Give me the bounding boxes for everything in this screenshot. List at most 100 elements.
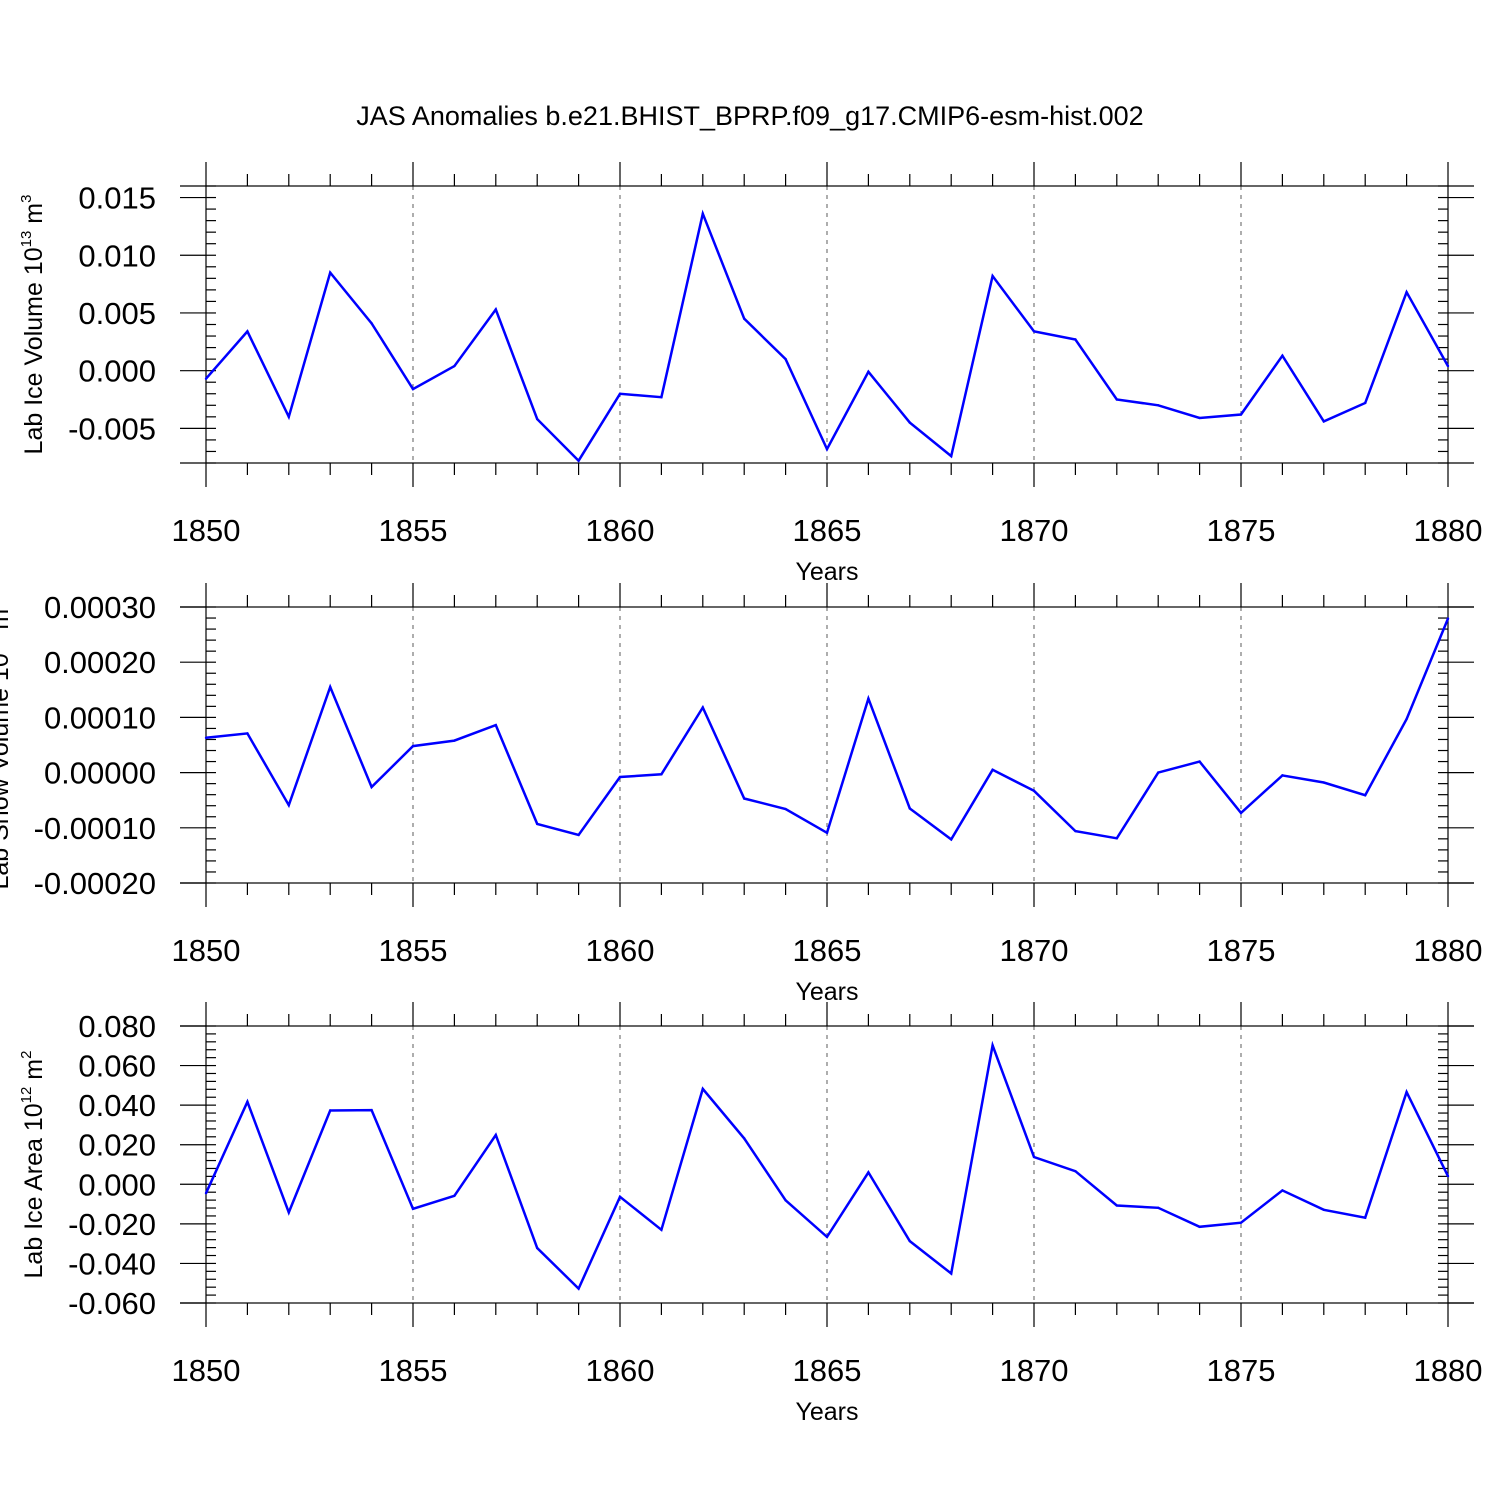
x-tick-label: 1860 bbox=[586, 513, 655, 548]
x-tick-label: 1865 bbox=[793, 933, 862, 968]
data-point bbox=[867, 370, 870, 374]
data-point bbox=[1239, 811, 1243, 815]
data-point bbox=[950, 838, 953, 841]
data-point bbox=[991, 1044, 994, 1047]
x-tick-label: 1850 bbox=[172, 1353, 241, 1388]
y-axis-label: Lab Ice Volume 1013 m3 bbox=[18, 195, 48, 455]
data-point bbox=[950, 1272, 953, 1275]
data-point bbox=[1239, 413, 1243, 416]
data-point bbox=[743, 797, 746, 800]
data-point bbox=[246, 1100, 249, 1103]
data-point bbox=[411, 1207, 415, 1211]
data-point bbox=[784, 807, 787, 811]
data-point bbox=[1115, 1204, 1119, 1207]
data-point bbox=[577, 459, 580, 462]
data-point bbox=[536, 417, 539, 421]
x-tick-label: 1870 bbox=[1000, 513, 1069, 548]
data-point bbox=[1446, 364, 1450, 368]
data-point bbox=[536, 1246, 539, 1250]
data-point bbox=[991, 768, 994, 772]
data-point bbox=[494, 308, 497, 311]
data-point bbox=[867, 1171, 870, 1174]
y-tick-label: 0.010 bbox=[78, 238, 156, 273]
data-point bbox=[577, 1287, 580, 1290]
data-point bbox=[1405, 290, 1408, 294]
data-point bbox=[1281, 1189, 1284, 1192]
x-tick-label: 1880 bbox=[1414, 513, 1483, 548]
x-axis-label: Years bbox=[795, 1398, 858, 1426]
x-tick-label: 1870 bbox=[1000, 1353, 1069, 1388]
panel-2: 0.00030 0.00020 0.00010 0.00000 -0.00010 -0.0… bbox=[0, 583, 1482, 1006]
data-point bbox=[1074, 829, 1077, 833]
data-point bbox=[701, 706, 704, 709]
data-point bbox=[1198, 416, 1201, 420]
y-tick-label: -0.060 bbox=[68, 1286, 156, 1321]
data-point bbox=[1322, 420, 1326, 423]
data-point bbox=[1115, 837, 1119, 840]
data-point bbox=[784, 357, 787, 361]
data-point bbox=[1405, 1090, 1408, 1094]
data-point bbox=[246, 330, 249, 333]
data-point bbox=[660, 396, 663, 399]
data-point bbox=[204, 377, 208, 380]
y-tick-label: -0.005 bbox=[68, 411, 156, 446]
x-tick-label: 1855 bbox=[379, 933, 448, 968]
data-point bbox=[1032, 1155, 1036, 1159]
data-point bbox=[908, 1239, 911, 1243]
chart-title: JAS Anomalies b.e21.BHIST_BPRP.f09_g17.C… bbox=[356, 101, 1143, 131]
y-tick-label: 0.00000 bbox=[44, 756, 156, 791]
data-point bbox=[825, 1235, 829, 1239]
y-tick-label: 0.060 bbox=[78, 1049, 156, 1084]
data-point bbox=[246, 732, 249, 735]
y-tick-label: -0.00010 bbox=[34, 811, 156, 846]
y-tick-label: -0.00020 bbox=[34, 866, 156, 901]
x-tick-label: 1880 bbox=[1414, 1353, 1483, 1388]
data-point bbox=[1446, 617, 1450, 620]
data-point bbox=[536, 822, 539, 826]
x-axis-label: Years bbox=[795, 558, 858, 586]
data-point bbox=[1281, 354, 1284, 357]
data-point bbox=[743, 317, 746, 320]
data-point bbox=[1157, 1206, 1160, 1210]
x-tick-label: 1875 bbox=[1207, 933, 1276, 968]
data-point bbox=[660, 773, 663, 776]
y-tick-label: 0.000 bbox=[78, 354, 156, 389]
data-point bbox=[370, 1108, 373, 1112]
data-point bbox=[494, 1133, 497, 1137]
data-point bbox=[453, 364, 456, 368]
x-tick-label: 1880 bbox=[1414, 933, 1483, 968]
y-tick-label: 0.000 bbox=[78, 1167, 156, 1202]
data-point bbox=[329, 685, 332, 689]
x-tick-label: 1850 bbox=[172, 933, 241, 968]
data-point bbox=[1032, 330, 1036, 333]
data-point bbox=[1115, 398, 1119, 401]
y-tick-label: -0.040 bbox=[68, 1246, 156, 1281]
x-tick-label: 1855 bbox=[379, 513, 448, 548]
x-tick-label: 1865 bbox=[793, 1353, 862, 1388]
x-tick-label: 1850 bbox=[172, 513, 241, 548]
data-point bbox=[411, 744, 415, 748]
data-point bbox=[204, 1191, 208, 1195]
y-tick-label: 0.00030 bbox=[44, 590, 156, 625]
y-tick-label: -0.020 bbox=[68, 1207, 156, 1242]
data-point bbox=[1364, 794, 1367, 797]
data-point bbox=[1157, 771, 1160, 774]
data-point bbox=[908, 807, 911, 810]
data-point bbox=[370, 785, 373, 789]
x-tick-label: 1865 bbox=[793, 513, 862, 548]
data-point bbox=[618, 775, 622, 779]
y-axis-label: Lab Snow Volume 1013 m3 bbox=[0, 600, 14, 889]
data-point bbox=[453, 1194, 456, 1197]
data-point bbox=[1405, 717, 1408, 721]
data-point bbox=[204, 736, 208, 740]
data-point bbox=[1364, 401, 1367, 405]
data-point bbox=[1322, 1208, 1326, 1212]
data-point bbox=[411, 387, 415, 391]
data-point bbox=[784, 1199, 787, 1202]
x-tick-label: 1875 bbox=[1207, 513, 1276, 548]
y-tick-label: 0.080 bbox=[78, 1009, 156, 1044]
data-point bbox=[1446, 1174, 1450, 1178]
data-point bbox=[1281, 774, 1284, 777]
x-tick-label: 1860 bbox=[586, 933, 655, 968]
